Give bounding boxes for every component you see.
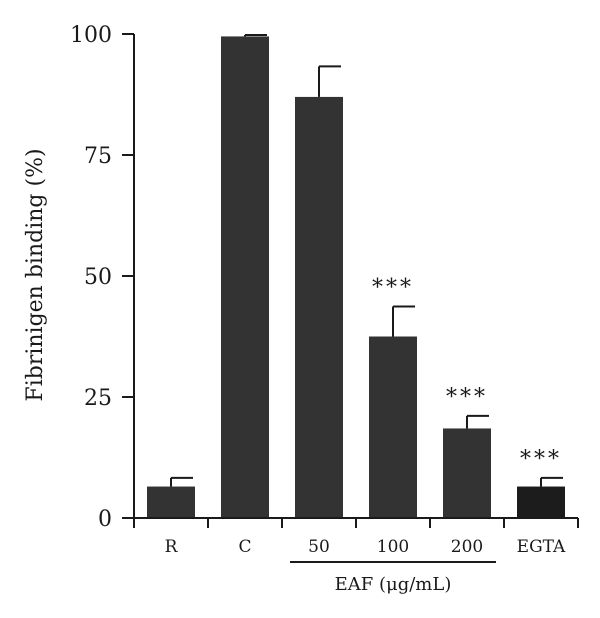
bar — [517, 486, 565, 518]
y-tick-label: 50 — [84, 265, 112, 290]
group-bracket: EAF (μg/mL) — [290, 561, 496, 595]
bar — [221, 36, 269, 519]
x-tick-label: 200 — [451, 537, 483, 557]
bar — [147, 486, 195, 518]
bar — [443, 428, 491, 518]
y-tick-label: 0 — [98, 507, 112, 532]
group-label: EAF (μg/mL) — [335, 574, 452, 595]
bar — [369, 336, 417, 518]
x-tick-label: C — [238, 537, 251, 557]
y-tick-label: 100 — [70, 23, 112, 48]
y-tick-label: 75 — [84, 144, 112, 169]
significance-label: *** — [520, 447, 562, 472]
x-tick-label: EGTA — [517, 537, 566, 557]
significance-label: *** — [446, 385, 488, 410]
significance-label: *** — [372, 275, 414, 300]
y-axis: 0 25 50 75 100 — [70, 23, 135, 532]
x-tick-label: 100 — [377, 537, 409, 557]
x-tick-label: 50 — [308, 537, 330, 557]
x-axis: R C 50 100 200 EGTA — [133, 517, 579, 557]
y-tick-label: 25 — [84, 386, 112, 411]
x-tick-label: R — [165, 537, 179, 557]
bars: *** *** *** — [147, 33, 565, 519]
bar — [295, 96, 343, 519]
y-axis-label: Fibrinigen binding (%) — [23, 148, 48, 401]
